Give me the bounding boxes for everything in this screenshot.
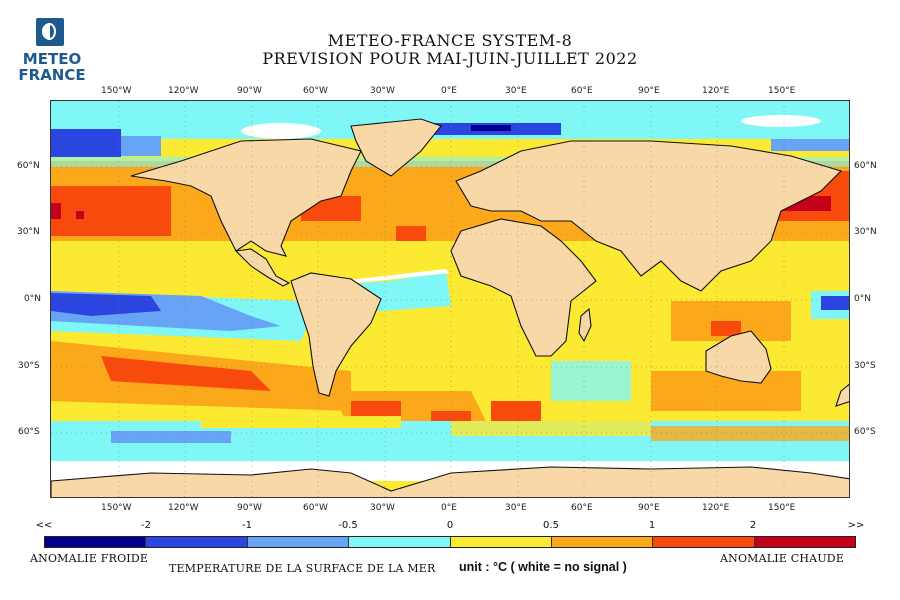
lon-tick: 30°W xyxy=(370,503,395,513)
colorbar-tick: 0 xyxy=(446,520,454,531)
lat-tick: 0°N xyxy=(854,294,871,304)
colorbar-bin xyxy=(349,537,451,547)
lon-tick: 150°W xyxy=(101,86,132,96)
colorbar xyxy=(44,536,856,548)
cold-anomaly-label: ANOMALIE FROIDE xyxy=(30,552,149,565)
lat-tick: 30°S xyxy=(18,361,40,371)
lat-tick: 60°S xyxy=(854,427,876,437)
lon-tick: 120°W xyxy=(168,503,199,513)
lat-tick: 60°S xyxy=(18,427,40,437)
colorbar-bin xyxy=(450,537,552,547)
colorbar-caption: TEMPERATURE DE LA SURFACE DE LA MER xyxy=(169,562,436,575)
lon-tick: 60°W xyxy=(303,503,328,513)
colorbar-bin xyxy=(146,537,248,547)
colorbar-tick: 1 xyxy=(648,520,656,531)
colorbar-tick: << xyxy=(35,520,53,531)
lon-tick: 90°E xyxy=(638,503,660,513)
colorbar-bin xyxy=(653,537,755,547)
map-canvas xyxy=(51,101,849,497)
logo-text-line1: METEO xyxy=(22,50,82,68)
lat-tick: 30°N xyxy=(854,227,877,237)
lat-tick: 30°N xyxy=(17,227,40,237)
chart-title: METEO-FRANCE SYSTEM-8 xyxy=(327,31,573,50)
lon-tick: 120°E xyxy=(702,503,730,513)
lon-tick: 90°W xyxy=(237,503,262,513)
lon-tick: 0°E xyxy=(441,503,457,513)
lon-tick: 30°W xyxy=(370,86,395,96)
lon-tick: 60°E xyxy=(571,503,593,513)
lon-tick: 60°W xyxy=(303,86,328,96)
logo-text-line2: FRANCE xyxy=(18,66,86,84)
warm-anomaly-label: ANOMALIE CHAUDE xyxy=(720,552,845,565)
lon-tick: 150°E xyxy=(768,86,796,96)
lon-tick: 120°E xyxy=(702,86,730,96)
logo-emblem-icon xyxy=(36,18,64,46)
colorbar-tick: 0.5 xyxy=(543,520,559,531)
colorbar-bin xyxy=(247,537,350,547)
sst-anomaly-map xyxy=(50,100,850,498)
colorbar-tick: 2 xyxy=(749,520,757,531)
colorbar-bin xyxy=(45,537,147,547)
colorbar-tick: -2 xyxy=(141,520,151,531)
meteo-france-logo: METEO FRANCE xyxy=(16,14,86,84)
chart-subtitle: PREVISION POUR MAI-JUIN-JUILLET 2022 xyxy=(262,49,638,68)
lon-tick: 120°W xyxy=(168,86,199,96)
colorbar-tick: >> xyxy=(847,520,865,531)
colorbar-tick: -0.5 xyxy=(338,520,358,531)
lon-tick: 30°E xyxy=(505,86,527,96)
lon-tick: 30°E xyxy=(505,503,527,513)
lat-tick: 30°S xyxy=(854,361,876,371)
lon-tick: 150°E xyxy=(768,503,796,513)
lon-tick: 90°W xyxy=(237,86,262,96)
lat-tick: 60°N xyxy=(17,161,40,171)
unit-note: unit : °C ( white = no signal ) xyxy=(459,560,627,574)
lon-tick: 90°E xyxy=(638,86,660,96)
lon-tick: 0°E xyxy=(441,86,457,96)
colorbar-bin xyxy=(754,537,855,547)
colorbar-tick: -1 xyxy=(242,520,252,531)
colorbar-bin xyxy=(551,537,654,547)
lat-tick: 60°N xyxy=(854,161,877,171)
lon-tick: 60°E xyxy=(571,86,593,96)
lon-tick: 150°W xyxy=(101,503,132,513)
lat-tick: 0°N xyxy=(24,294,41,304)
